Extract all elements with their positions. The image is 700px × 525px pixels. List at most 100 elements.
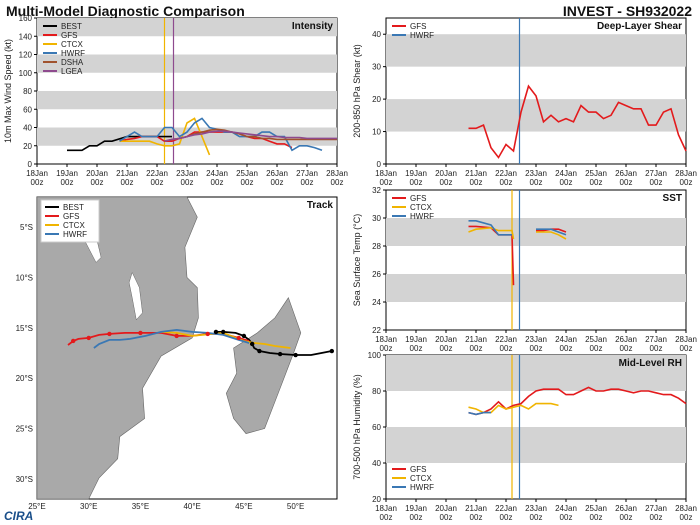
cira-logo: CIRA: [4, 509, 34, 523]
track-marker-gfs: [236, 335, 241, 341]
shear-xtick-label: 00z: [530, 178, 543, 187]
shear-ytick-label: 0: [377, 160, 382, 169]
track-ytick-label: 25°S: [16, 425, 33, 434]
intensity-legend-label: CTCX: [61, 40, 83, 49]
intensity-legend-label: HWRF: [61, 49, 85, 58]
shear-xtick-label: 00z: [440, 178, 453, 187]
track-xtick-label: 50°E: [287, 502, 304, 511]
sst-xtick-label: 19Jan: [405, 335, 427, 344]
rh-ytick-label: 60: [372, 423, 381, 432]
rh-xtick-label: 00z: [560, 513, 573, 522]
shear-xtick-label: 00z: [620, 178, 633, 187]
intensity-xtick-label: 23Jan: [176, 169, 198, 178]
intensity-xtick-label: 20Jan: [86, 169, 108, 178]
rh-ytick-label: 80: [372, 387, 381, 396]
track-marker-best: [221, 329, 226, 335]
rh-xtick-label: 00z: [650, 513, 663, 522]
intensity-ytick-label: 100: [19, 69, 33, 78]
rh-band: [386, 355, 686, 391]
sst-series-hwrf: [468, 220, 512, 236]
rh-xtick-label: 00z: [500, 513, 513, 522]
rh-xtick-label: 20Jan: [435, 504, 457, 513]
rh-xtick-label: 22Jan: [495, 504, 517, 513]
intensity-band: [37, 91, 337, 110]
track-title: Track: [307, 200, 334, 211]
track-ytick-label: 5°S: [20, 223, 33, 232]
sst-xtick-label: 26Jan: [615, 335, 637, 344]
shear-band: [386, 99, 686, 132]
intensity-xtick-label: 24Jan: [206, 169, 228, 178]
shear-xtick-label: 00z: [380, 178, 393, 187]
sst-xtick-label: 23Jan: [525, 335, 547, 344]
rh-ylabel: 700-500 hPa Humidity (%): [352, 374, 362, 480]
intensity-xtick-label: 28Jan: [326, 169, 348, 178]
track-marker-gfs: [107, 331, 112, 337]
rh-xtick-label: 00z: [440, 513, 453, 522]
rh-title: Mid-Level RH: [619, 358, 682, 369]
sst-xtick-label: 00z: [380, 344, 393, 353]
track-ytick-label: 10°S: [16, 274, 33, 283]
africa-landmass: [36, 196, 199, 500]
sst-ytick-label: 22: [372, 326, 381, 335]
shear-xtick-label: 20Jan: [435, 169, 457, 178]
shear-xtick-label: 00z: [560, 178, 573, 187]
sst-xtick-label: 00z: [620, 344, 633, 353]
rh-legend-label: HWRF: [410, 483, 434, 492]
shear-ytick-label: 10: [372, 128, 381, 137]
intensity-xtick-label: 25Jan: [236, 169, 258, 178]
intensity-xtick-label: 22Jan: [146, 169, 168, 178]
track-ytick-label: 20°S: [16, 374, 33, 383]
sst-ylabel: Sea Surface Temp (°C): [352, 214, 362, 306]
intensity-xtick-label: 00z: [91, 178, 104, 187]
rh-xtick-label: 00z: [590, 513, 603, 522]
intensity-xtick-label: 00z: [121, 178, 134, 187]
shear-xtick-label: 24Jan: [555, 169, 577, 178]
sst-legend-label: HWRF: [410, 212, 434, 221]
track-xtick-label: 35°E: [132, 502, 149, 511]
sst-ytick-label: 28: [372, 242, 381, 251]
madagascar-landmass: [225, 297, 302, 434]
rh-xtick-label: 28Jan: [675, 504, 697, 513]
track-panel: 25°E 30°E 35°E 40°E 45°E 50°E 5°S 10°S 15°S 20°S 2…: [16, 196, 338, 511]
track-marker-gfs: [138, 330, 143, 336]
intensity-xtick-label: 26Jan: [266, 169, 288, 178]
intensity-xtick-label: 00z: [241, 178, 254, 187]
track-ytick-label: 30°S: [16, 475, 33, 484]
intensity-series-lgea: [164, 130, 337, 142]
shear-legend-label: HWRF: [410, 31, 434, 40]
intensity-xtick-label: 27Jan: [296, 169, 318, 178]
intensity-xtick-label: 00z: [181, 178, 194, 187]
track-marker-best: [293, 352, 298, 358]
rh-xtick-label: 19Jan: [405, 504, 427, 513]
sst-legend-label: CTCX: [410, 203, 432, 212]
sst-panel: 22242628303218Jan00z19Jan00z20Jan00z21Ja…: [352, 186, 697, 353]
intensity-xtick-label: 19Jan: [56, 169, 78, 178]
track-marker-gfs: [205, 331, 210, 337]
rh-xtick-label: 18Jan: [375, 504, 397, 513]
rh-ytick-label: 40: [372, 459, 381, 468]
shear-panel: 01020304018Jan00z19Jan00z20Jan00z21Jan00…: [352, 17, 697, 187]
track-marker-best: [257, 348, 262, 354]
shear-ytick-label: 30: [372, 63, 381, 72]
sst-series-ctcx: [536, 231, 567, 240]
rh-xtick-label: 23Jan: [525, 504, 547, 513]
rh-ytick-label: 100: [368, 351, 382, 360]
track-legend-label: HWRF: [63, 230, 87, 239]
sst-xtick-label: 00z: [680, 344, 693, 353]
track-ytick-label: 15°S: [16, 324, 33, 333]
shear-xtick-label: 18Jan: [375, 169, 397, 178]
rh-ytick-label: 20: [372, 495, 381, 504]
sst-band: [386, 274, 686, 302]
intensity-xtick-label: 00z: [331, 178, 344, 187]
sst-xtick-label: 00z: [470, 344, 483, 353]
shear-xtick-label: 26Jan: [615, 169, 637, 178]
track-marker-best: [277, 351, 283, 357]
intensity-ytick-label: 60: [23, 105, 32, 114]
track-series-hwrf: [93, 328, 250, 349]
sst-title: SST: [663, 193, 682, 204]
rh-xtick-label: 00z: [530, 513, 543, 522]
track-marker-gfs: [174, 333, 179, 339]
sst-xtick-label: 00z: [410, 344, 423, 353]
shear-xtick-label: 00z: [650, 178, 663, 187]
intensity-ytick-label: 0: [28, 160, 33, 169]
